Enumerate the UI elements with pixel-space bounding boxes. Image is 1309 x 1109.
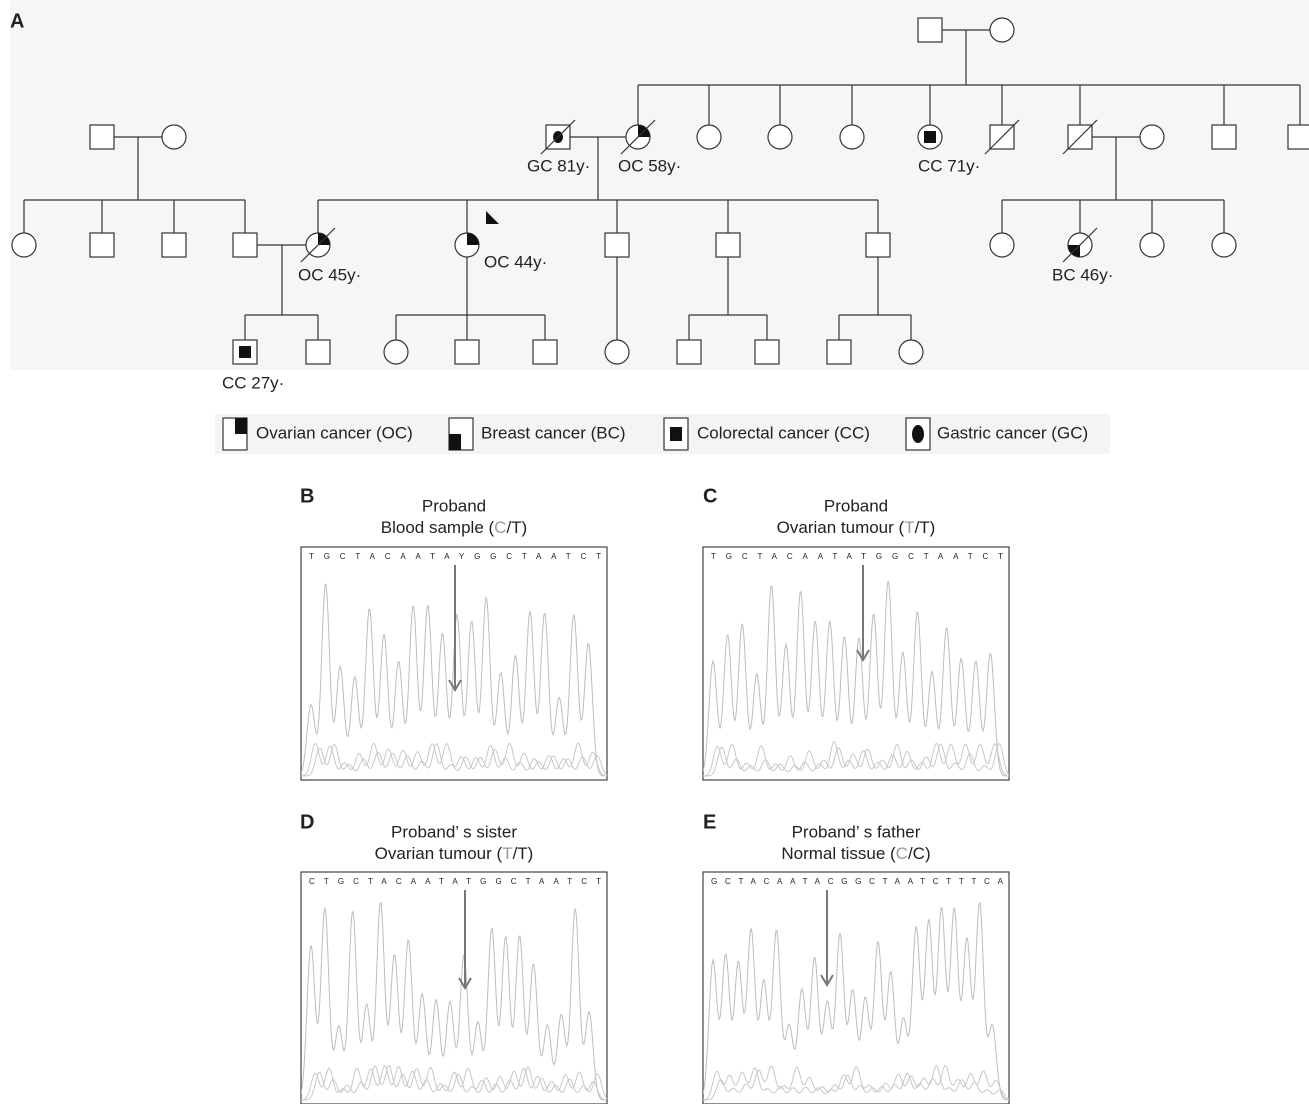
female-symbol xyxy=(1140,233,1164,257)
chromatogram-subtitle: Normal tissue (C/C) xyxy=(781,844,930,863)
chromatogram-subtitle: Ovarian tumour (T/T) xyxy=(777,518,936,537)
female-symbol xyxy=(384,340,408,364)
legend-label: Gastric cancer (GC) xyxy=(937,423,1088,442)
male-symbol xyxy=(306,340,330,364)
male-symbol xyxy=(677,340,701,364)
sequence: GCTACAATACGGCTAATCTTTCA xyxy=(711,877,1004,886)
panel-label: B xyxy=(300,485,314,507)
panel-label: E xyxy=(703,811,716,833)
age-label: OC 44y· xyxy=(484,252,547,271)
subtitle-part: /T) xyxy=(506,518,527,537)
female-symbol xyxy=(1212,233,1236,257)
subtitle-part: Blood sample ( xyxy=(381,518,495,537)
female-symbol xyxy=(768,125,792,149)
female-symbol xyxy=(605,340,629,364)
female-symbol xyxy=(162,125,186,149)
chromatogram-frame xyxy=(301,872,607,1104)
male-symbol xyxy=(918,18,942,42)
male-symbol xyxy=(1288,125,1309,149)
legend-label: Colorectal cancer (CC) xyxy=(697,423,870,442)
age-label: OC 58y· xyxy=(618,156,681,175)
male-symbol xyxy=(755,340,779,364)
male-symbol xyxy=(233,233,257,257)
subtitle-part: /T) xyxy=(513,844,534,863)
male-symbol xyxy=(533,340,557,364)
subtitle-part: /T) xyxy=(915,518,936,537)
female-symbol xyxy=(990,18,1014,42)
chromatogram-subtitle: Blood sample (C/T) xyxy=(381,518,527,537)
female-symbol xyxy=(1140,125,1164,149)
subtitle-part: T xyxy=(904,518,914,537)
male-symbol xyxy=(866,233,890,257)
female-symbol xyxy=(12,233,36,257)
chromatogram-title: Proband xyxy=(824,496,888,515)
female-symbol xyxy=(840,125,864,149)
subtitle-part: Ovarian tumour ( xyxy=(777,518,905,537)
legend-label: Breast cancer (BC) xyxy=(481,423,626,442)
chromatogram-title: Proband’ s father xyxy=(792,822,921,841)
chromatogram-title: Proband xyxy=(422,496,486,515)
colorectal-fill xyxy=(924,131,936,143)
male-symbol xyxy=(162,233,186,257)
chromatogram-subtitle: Ovarian tumour (T/T) xyxy=(375,844,534,863)
panel-label: A xyxy=(10,10,24,32)
legend-fill xyxy=(235,418,247,434)
male-symbol xyxy=(90,233,114,257)
male-symbol xyxy=(605,233,629,257)
sequence: CTGCTACAATATGGCTAATCT xyxy=(309,877,601,886)
legend-fill xyxy=(912,425,924,443)
subtitle-part: C xyxy=(494,518,506,537)
male-symbol xyxy=(90,125,114,149)
subtitle-part: T xyxy=(502,844,512,863)
subtitle-part: Ovarian tumour ( xyxy=(375,844,503,863)
male-symbol xyxy=(1212,125,1236,149)
male-symbol xyxy=(455,340,479,364)
subtitle-part: /C) xyxy=(908,844,931,863)
age-label: CC 71y· xyxy=(918,156,980,175)
panel-label: D xyxy=(300,811,314,833)
age-label: GC 81y· xyxy=(527,156,590,175)
female-symbol xyxy=(697,125,721,149)
legend-fill xyxy=(449,434,461,450)
female-symbol xyxy=(899,340,923,364)
legend-fill xyxy=(670,427,682,441)
male-symbol xyxy=(827,340,851,364)
chromatogram-title: Proband’ s sister xyxy=(391,822,517,841)
legend-label: Ovarian cancer (OC) xyxy=(256,423,413,442)
male-symbol xyxy=(716,233,740,257)
colorectal-fill xyxy=(239,346,251,358)
figure: A GC 81y· OC 58y· CC 71y· OC 45y· OC 44y· BC … xyxy=(0,0,1309,1104)
age-label: OC 45y· xyxy=(298,265,361,284)
female-symbol xyxy=(990,233,1014,257)
age-label: BC 46y· xyxy=(1052,265,1113,284)
subtitle-part: C xyxy=(896,844,908,863)
pedigree-background xyxy=(10,0,1309,370)
panel-label: C xyxy=(703,485,717,507)
age-label: CC 27y· xyxy=(222,373,284,392)
subtitle-part: Normal tissue ( xyxy=(781,844,896,863)
